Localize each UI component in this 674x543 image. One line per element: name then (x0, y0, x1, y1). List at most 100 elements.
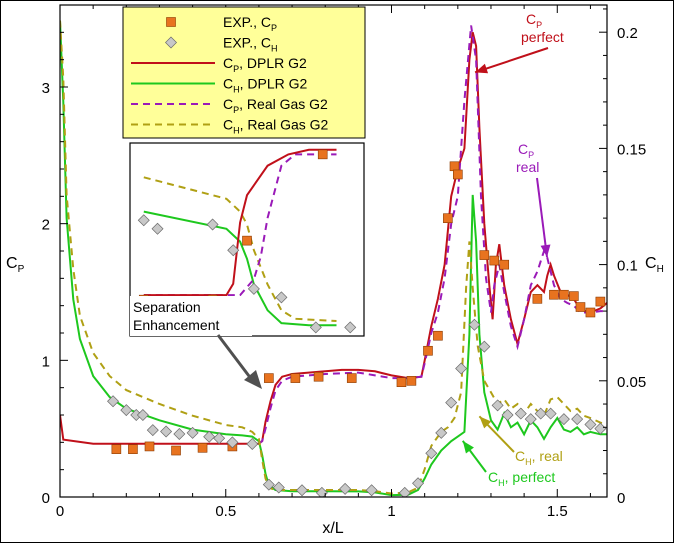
exp-cp-point (449, 161, 460, 172)
annotation-cp-perfect-arrow (474, 47, 549, 74)
annotation-ch-perfect-arrow-head (462, 440, 474, 454)
inset-exp-ch-point (344, 321, 357, 334)
exp-ch-point (524, 413, 537, 426)
y-right-tick-label: 0 (617, 490, 625, 507)
legend-label: CP, DPLR G2 (223, 55, 307, 74)
annotation-cp-real-text: real (516, 159, 539, 175)
exp-ch-point (213, 432, 226, 445)
exp-cp-point (171, 445, 181, 456)
y-right-tick-label: 0.2 (617, 25, 638, 42)
inset-label-line1: Separation (133, 299, 201, 315)
exp-ch-point (398, 486, 411, 497)
y-right-axis-title: CH (645, 255, 664, 275)
legend-entry: EXP., CH (165, 35, 278, 54)
exp-ch-point (478, 340, 491, 353)
annotation-cp-real-arrow-head (540, 244, 551, 257)
inset-label-line2: Enhancement (133, 317, 220, 333)
exp-ch-point (445, 396, 458, 409)
x-tick-label: 0 (56, 503, 64, 520)
exp-cp-point (595, 296, 606, 307)
inset-ch-real-line (143, 176, 337, 322)
exp-ch-point (272, 481, 285, 494)
exp-ch-point (365, 484, 378, 497)
inset-exp-ch-point (137, 214, 150, 227)
exp-ch-point (120, 404, 133, 417)
x-tick-label: 1 (387, 503, 395, 520)
annotation-ch-real-arrow-head (479, 416, 492, 429)
exp-cp-point (396, 377, 407, 388)
exp-cp-point (433, 330, 443, 341)
legend-box (122, 6, 366, 139)
legend-entry: CP, DPLR G2 (131, 55, 307, 74)
inset-label-box (130, 296, 252, 336)
ticks-layer: 0 0.5 1 1.5 0 1 2 3 0 0.05 0.1 0.15 0.2 (42, 5, 646, 520)
y-left-tick-label: 3 (42, 80, 50, 97)
exp-ch-point (339, 482, 352, 495)
exp-cp-point (346, 373, 357, 383)
legend-label: CH, DPLR G2 (223, 76, 308, 95)
legend-entry: CH, Real Gas G2 (131, 117, 329, 136)
exp-cp-point (532, 294, 543, 304)
exp-ch-point (571, 413, 584, 426)
exp-ch-point (435, 426, 448, 439)
exp-cp-point (499, 259, 510, 270)
inset-exp-ch-point (227, 244, 240, 257)
series-line-cp-dplr-g2 (60, 32, 607, 445)
y-right-tick-label: 0.1 (617, 258, 638, 275)
y-left-tick-label: 2 (42, 217, 50, 234)
exp-ch-point (203, 430, 216, 443)
exp-cp-point (423, 345, 433, 356)
inset-cp-perfect-line (143, 148, 337, 297)
y-right-tick-label: 0.05 (617, 374, 646, 391)
exp-cp-point (575, 302, 586, 312)
exp-cp-point (197, 442, 208, 453)
inset-data-layer (137, 148, 357, 334)
exp-cp-point (549, 289, 559, 300)
x-tick-label: 0.5 (215, 503, 236, 520)
inset-exp-ch-point (275, 291, 288, 304)
legend-label: CP, Real Gas G2 (223, 96, 328, 115)
exp-ch-point (226, 436, 239, 449)
inset-exp-cp-point (242, 235, 252, 246)
exp-cp-point (144, 441, 155, 452)
legend-label: EXP., CH (223, 35, 278, 54)
legend-entry: EXP., CP (166, 14, 277, 33)
x-tick-label: 1.5 (547, 503, 568, 520)
exp-ch-point (584, 418, 597, 431)
exp-ch-point (425, 447, 438, 460)
legend-label: CH, Real Gas G2 (223, 117, 329, 136)
annotation-cp-perfect-symbol: CP (526, 11, 542, 30)
exp-cp-point (569, 291, 579, 301)
inset-exp-ch-point (247, 282, 260, 295)
exp-cp-point (443, 213, 453, 223)
exp-ch-point (491, 399, 504, 412)
y-left-tick-label: 1 (42, 353, 50, 370)
legend-entry: CP, Real Gas G2 (131, 96, 328, 115)
exp-ch-point (501, 408, 514, 421)
exp-ch-point (146, 424, 159, 437)
exp-cp-point (313, 371, 324, 382)
y-right-tick-label: 0.15 (617, 141, 646, 158)
markers-layer (107, 161, 607, 497)
annotation-cp-perfect-text: perfect (521, 29, 564, 45)
legend-square-marker (166, 17, 176, 27)
exp-ch-point (534, 407, 547, 420)
exp-cp-point (406, 376, 417, 386)
exp-cp-point (453, 169, 463, 180)
exp-ch-point (455, 362, 468, 375)
inset-exp-ch-point (206, 218, 219, 231)
exp-ch-point (412, 477, 425, 490)
exp-ch-point (173, 428, 186, 441)
legend-label: EXP., CP (223, 14, 277, 33)
annotation-cp-real-arrow (536, 177, 549, 258)
inset-cp-real-line (143, 153, 337, 297)
exp-ch-point (262, 478, 275, 491)
exp-ch-point (544, 407, 557, 420)
annotation-cp-real-symbol: CP (518, 141, 534, 160)
inset-panel: Separation Enhancement (129, 142, 365, 337)
exp-ch-point (160, 425, 173, 438)
exp-ch-point (246, 438, 259, 451)
annotation-cp-perfect-arrow-head (475, 63, 489, 74)
